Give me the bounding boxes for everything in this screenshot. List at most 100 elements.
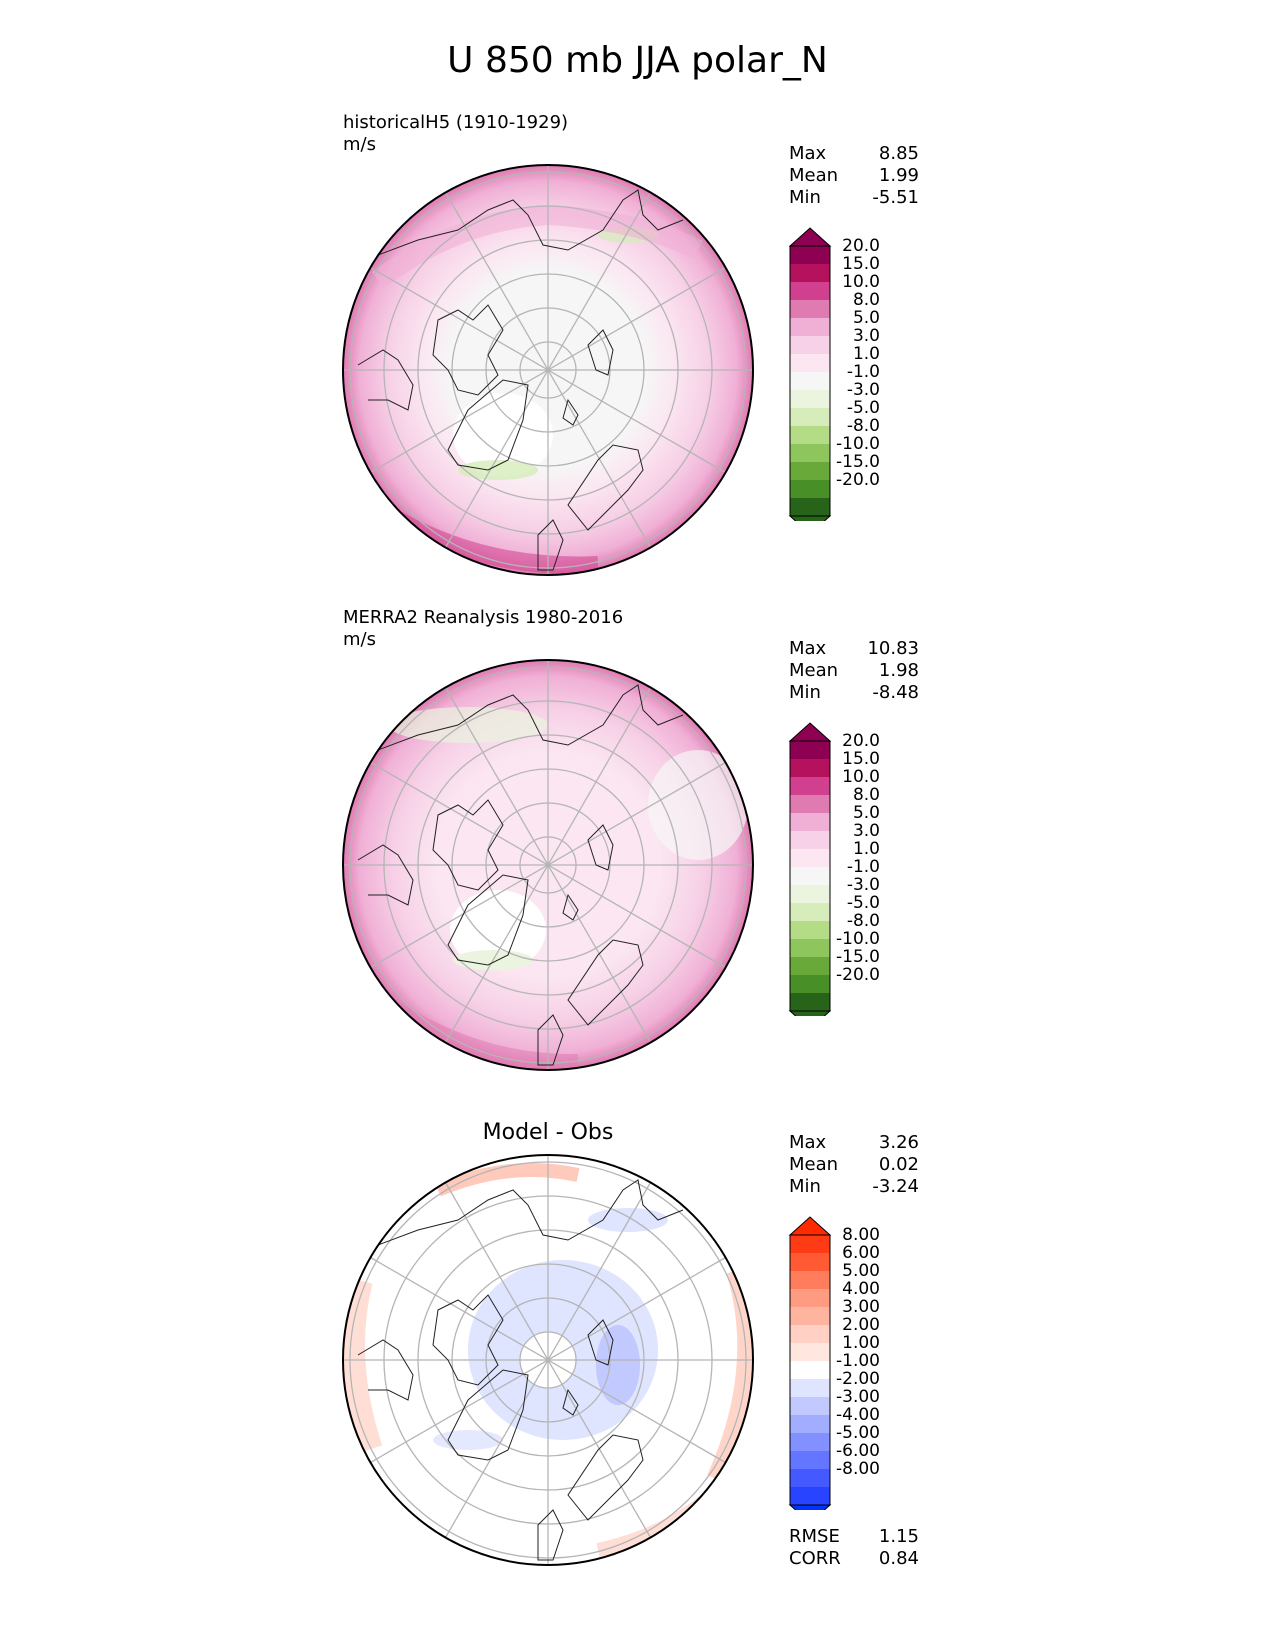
colorbar-tick-label: 5.0 (852, 308, 880, 328)
colorbar-segment (790, 246, 830, 264)
colorbar-extend-bottom (788, 1504, 832, 1510)
colorbar-segment (790, 264, 830, 282)
panel-2-title: MERRA2 Reanalysis 1980-2016 (343, 607, 624, 628)
colorbar-segment (790, 1289, 830, 1307)
colorbar-3 (788, 1216, 832, 1510)
colorbar-tick-label: -15.0 (836, 452, 880, 472)
metric-corr: CORR 0.84 (789, 1548, 919, 1569)
panel-1-title: historicalH5 (1910-1929) (343, 112, 569, 133)
stat-min: Min -3.24 (789, 1176, 919, 1197)
colorbar-tick-label: 10.0 (842, 272, 880, 292)
colorbar-frame (789, 245, 831, 517)
colorbar-tick-label: 6.00 (842, 1243, 880, 1263)
colorbar-segment (790, 993, 830, 1011)
colorbar-extend-bottom (788, 515, 832, 521)
colorbar-segment (790, 1253, 830, 1271)
colorbar-segment (790, 957, 830, 975)
polar-map-1 (342, 164, 754, 576)
colorbar-tick-label: -5.00 (836, 1423, 880, 1443)
panel-3-stats: Max 3.26 Mean 0.02 Min -3.24 (789, 1132, 919, 1198)
stat-max: Max 3.26 (789, 1132, 919, 1153)
colorbar-segment (790, 885, 830, 903)
panel-3-title: Model - Obs (482, 1120, 614, 1145)
colorbar-tick-label: 5.0 (852, 803, 880, 823)
stat-max: Max 8.85 (789, 143, 919, 164)
colorbar-tick-label: -20.0 (836, 470, 880, 490)
colorbar-segment (790, 318, 830, 336)
colorbar-segment (790, 1307, 830, 1325)
colorbar-segment (790, 777, 830, 795)
figure-title: U 850 mb JJA polar_N (447, 40, 828, 81)
coastlines (357, 684, 684, 1066)
panel-1-units: m/s (343, 134, 376, 155)
colorbar-tick-label: -15.0 (836, 947, 880, 967)
panel-2-units: m/s (343, 629, 376, 650)
polar-map-2 (342, 659, 754, 1071)
colorbar-segment (790, 372, 830, 390)
colorbar-tick-label: 3.00 (842, 1297, 880, 1317)
colorbar-segment (790, 1379, 830, 1397)
colorbar-segment (790, 426, 830, 444)
colorbar-segment (790, 867, 830, 885)
colorbar-tick-label: -1.00 (836, 1351, 880, 1371)
colorbar-segment (790, 939, 830, 957)
colorbar-segment (790, 462, 830, 480)
colorbar-tick-label: -8.00 (836, 1459, 880, 1479)
colorbar-tick-label: 8.0 (852, 290, 880, 310)
colorbar-segment (790, 354, 830, 372)
stat-mean: Mean 1.99 (789, 165, 919, 186)
colorbar-tick-label: -5.0 (846, 893, 880, 913)
metric-rmse: RMSE 1.15 (789, 1526, 919, 1547)
colorbar-extend-top (788, 722, 832, 742)
colorbar-tick-label: 2.00 (842, 1315, 880, 1335)
colorbar-segment (790, 1397, 830, 1415)
colorbar-1 (788, 227, 832, 521)
colorbar-segment (790, 1361, 830, 1379)
colorbar-segment (790, 1469, 830, 1487)
stat-max: Max 10.83 (789, 638, 919, 659)
colorbar-frame (789, 740, 831, 1012)
colorbar-frame (789, 1234, 831, 1506)
panel-3-metrics: RMSE 1.15 CORR 0.84 (789, 1526, 919, 1570)
panel-2-stats: Max 10.83 Mean 1.98 Min -8.48 (789, 638, 919, 704)
colorbar-tick-label: 15.0 (842, 749, 880, 769)
colorbar-tick-label: -20.0 (836, 965, 880, 985)
panel-1-stats: Max 8.85 Mean 1.99 Min -5.51 (789, 143, 919, 209)
colorbar-tick-label: -5.0 (846, 398, 880, 418)
colorbar-tick-label: 1.0 (852, 839, 880, 859)
colorbar-segment (790, 1343, 830, 1361)
colorbar-tick-label: 8.00 (842, 1225, 880, 1245)
colorbar-tick-label: -3.0 (846, 380, 880, 400)
colorbar-segment (790, 1325, 830, 1343)
colorbar-segment (790, 282, 830, 300)
colorbar-tick-label: -8.0 (846, 911, 880, 931)
coastlines (357, 1179, 684, 1561)
stat-mean: Mean 0.02 (789, 1154, 919, 1175)
stat-min: Min -8.48 (789, 682, 919, 703)
colorbar-extend-bottom (788, 1010, 832, 1016)
colorbar-tick-label: 15.0 (842, 254, 880, 274)
colorbar-segment (790, 390, 830, 408)
colorbar-2-labels: 20.0 15.0 10.0 8.0 5.0 3.0 1.0 -1.0 -3.0 -5.0 -8.0… (830, 732, 890, 985)
colorbar-tick-label: 20.0 (842, 731, 880, 751)
coastlines (357, 189, 684, 571)
colorbar-segment (790, 831, 830, 849)
colorbar-2 (788, 722, 832, 1016)
colorbar-segment (790, 1235, 830, 1253)
colorbar-tick-label: -4.00 (836, 1405, 880, 1425)
colorbar-3-labels: 8.00 6.00 5.00 4.00 3.00 2.00 1.00 -1.00 -2.00 -3… (830, 1226, 890, 1479)
colorbar-tick-label: -1.0 (846, 362, 880, 382)
colorbar-tick-label: -8.0 (846, 416, 880, 436)
colorbar-tick-label: 1.0 (852, 344, 880, 364)
colorbar-segment (790, 975, 830, 993)
colorbar-tick-label: -10.0 (836, 929, 880, 949)
colorbar-segment (790, 444, 830, 462)
stat-min: Min -5.51 (789, 187, 919, 208)
colorbar-segment (790, 849, 830, 867)
colorbar-segment (790, 336, 830, 354)
colorbar-extend-top (788, 1216, 832, 1236)
polar-map-3 (342, 1154, 754, 1566)
colorbar-segment (790, 300, 830, 318)
colorbar-tick-label: -3.00 (836, 1387, 880, 1407)
colorbar-segment (790, 498, 830, 516)
